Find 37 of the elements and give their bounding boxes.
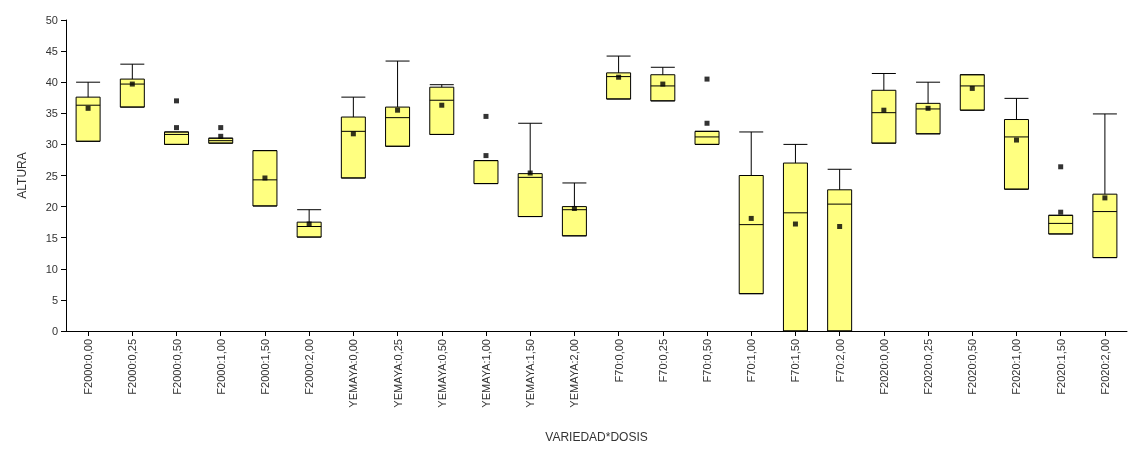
x-tick-label: F70:1,00 bbox=[745, 339, 758, 383]
x-tick-label: F70:0,25 bbox=[656, 339, 669, 383]
y-tick-label: 50 bbox=[45, 14, 58, 26]
x-axis-title: VARIEDAD*DOSIS bbox=[545, 430, 648, 444]
y-tick-label: 25 bbox=[45, 169, 58, 182]
x-tick-label: F70:1,50 bbox=[789, 339, 802, 383]
y-tick-label: 10 bbox=[45, 262, 58, 275]
x-tick-label: F2020:0,25 bbox=[922, 339, 935, 395]
y-axis-title: ALTURA bbox=[15, 152, 29, 199]
y-tick-label: 15 bbox=[45, 231, 58, 244]
x-tick-label: F2000:1,00 bbox=[214, 339, 227, 395]
x-tick-label: F2020:0,00 bbox=[877, 339, 890, 395]
x-tick-label: F2000:1,50 bbox=[258, 339, 271, 395]
x-tick-label: YEMAYA:1,00 bbox=[479, 339, 492, 408]
x-tick-label: F2000:0,50 bbox=[170, 339, 183, 395]
x-tick-label: YEMAYA:0,25 bbox=[391, 339, 404, 408]
x-tick-label: F70:0,50 bbox=[701, 339, 714, 383]
x-tick-label: F2000:0,00 bbox=[82, 339, 95, 395]
y-tick-label: 30 bbox=[45, 138, 58, 151]
y-tick-label: 40 bbox=[45, 76, 58, 89]
y-tick-label: 5 bbox=[51, 293, 58, 306]
x-tick-label: F2020:2,00 bbox=[1098, 339, 1111, 395]
y-tick-label: 45 bbox=[45, 45, 58, 58]
y-tick-label: 35 bbox=[45, 107, 58, 120]
x-tick-label: F2000:2,00 bbox=[303, 339, 316, 395]
x-tick-label: YEMAYA:0,00 bbox=[347, 339, 360, 408]
x-tick-label: YEMAYA:0,50 bbox=[435, 339, 448, 408]
x-tick-label: YEMAYA:2,00 bbox=[568, 339, 581, 408]
y-tick-label: 0 bbox=[51, 325, 58, 337]
y-tick-label: 20 bbox=[45, 200, 58, 213]
x-tick-label: F2020:0,50 bbox=[966, 339, 979, 395]
x-tick-label: F2000:0,25 bbox=[126, 339, 139, 395]
x-tick-label: F70:0,00 bbox=[612, 339, 625, 383]
x-tick-label: F2020:1,00 bbox=[1010, 339, 1023, 395]
x-tick-label: F70:2,00 bbox=[833, 339, 846, 383]
x-tick-label: F2020:1,50 bbox=[1054, 339, 1067, 395]
x-tick-label: YEMAYA:1,50 bbox=[524, 339, 537, 408]
